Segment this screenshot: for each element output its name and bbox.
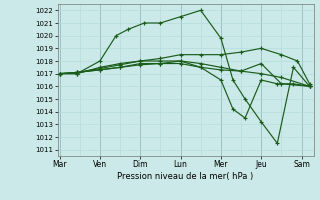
X-axis label: Pression niveau de la mer( hPa ): Pression niveau de la mer( hPa ) <box>117 172 254 181</box>
